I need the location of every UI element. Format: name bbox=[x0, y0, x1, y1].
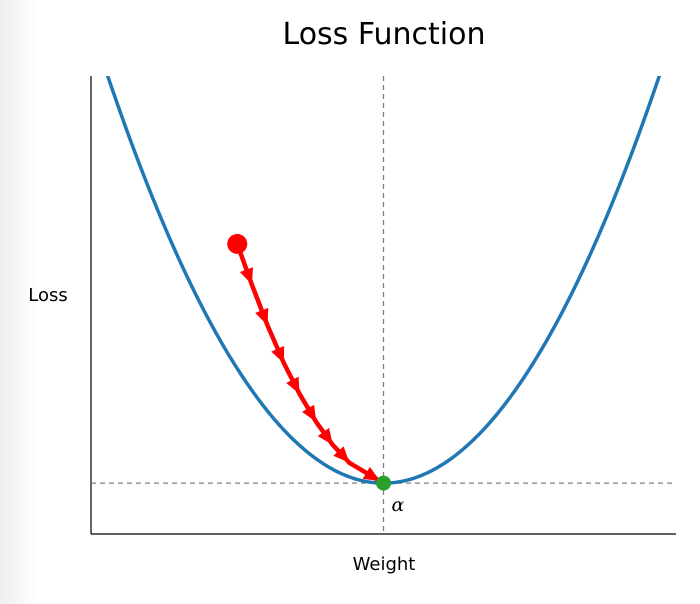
descent-arrowhead bbox=[286, 376, 300, 395]
descent-arrowhead bbox=[302, 404, 317, 423]
left-edge-shadow bbox=[0, 0, 38, 604]
descent-arrowhead bbox=[255, 307, 269, 326]
minimum-label: α bbox=[392, 494, 405, 516]
descent-path-line bbox=[235, 243, 385, 486]
start-point-marker bbox=[227, 233, 248, 254]
descent-arrowhead bbox=[239, 267, 254, 285]
descent-arrowhead bbox=[271, 346, 285, 364]
x-axis-label: Weight bbox=[353, 554, 416, 575]
minimum-point-marker bbox=[376, 475, 391, 491]
loss-curve-line bbox=[105, 76, 662, 485]
y-axis-label: Loss bbox=[28, 285, 67, 306]
descent-arrowhead bbox=[317, 427, 333, 445]
descent-arrowhead bbox=[362, 466, 381, 482]
chart-title: Loss Function bbox=[283, 17, 486, 52]
descent-arrowhead bbox=[333, 446, 350, 463]
